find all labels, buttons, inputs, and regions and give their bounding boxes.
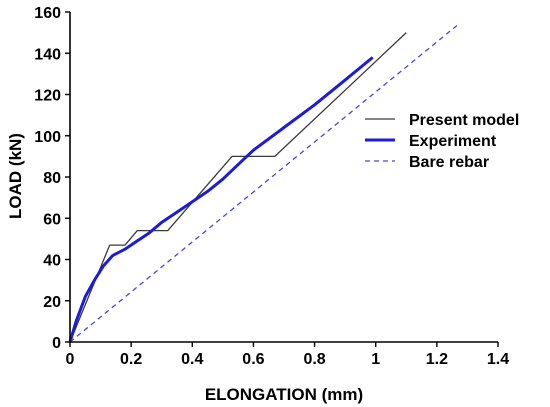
x-tick-label: 0.8 [303,351,325,368]
x-axis-title: ELONGATION (mm) [205,385,363,404]
legend-label-present-model: Present model [409,112,519,129]
series-line-present-model [69,32,407,343]
series-layer [68,23,459,343]
y-tick-label: 160 [34,5,61,22]
y-tick-label: 60 [43,211,61,228]
x-tick-label: 0 [66,351,75,368]
ticks-layer: 0 0.2 0.4 0.6 0.8 1 1.2 1.4 0 20 40 60 80 100 120 140 16… [34,5,509,368]
legend: Present model Experiment Bare rebar [365,112,519,171]
series-line-experiment [68,56,374,343]
legend-label-bare-rebar: Bare rebar [409,154,489,171]
x-tick-label: 1.2 [426,351,448,368]
y-tick-label: 120 [34,88,61,105]
y-tick-label: 80 [43,170,61,187]
y-tick-label: 140 [34,46,61,63]
x-tick-label: 0.4 [181,351,203,368]
axes-layer [69,12,498,343]
y-tick-label: 100 [34,129,61,146]
series-line-bare-rebar [69,23,459,343]
y-tick-label: 40 [43,253,61,270]
x-tick-label: 1.4 [487,351,509,368]
x-tick-label: 1 [371,351,380,368]
y-axis-title: LOAD (kN) [6,133,25,219]
y-tick-label: 20 [43,294,61,311]
legend-label-experiment: Experiment [409,133,497,150]
x-tick-label: 0.6 [242,351,264,368]
x-tick-label: 0.2 [120,351,142,368]
y-tick-label: 0 [52,335,61,352]
